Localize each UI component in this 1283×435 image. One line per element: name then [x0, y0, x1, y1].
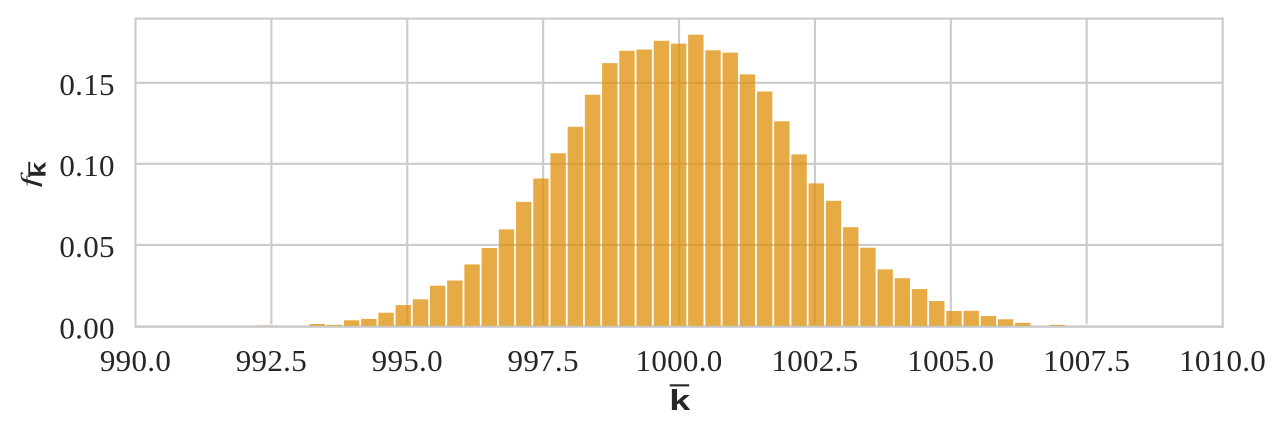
- svg-text:k: k: [669, 385, 690, 417]
- svg-text:0.00: 0.00: [59, 310, 114, 345]
- svg-text:0.10: 0.10: [59, 148, 114, 183]
- svg-text:1005.0: 1005.0: [907, 343, 994, 378]
- svg-text:997.5: 997.5: [508, 343, 579, 378]
- svg-text:995.0: 995.0: [372, 343, 443, 378]
- svg-text:1000.0: 1000.0: [636, 343, 723, 378]
- svg-text:1002.5: 1002.5: [771, 343, 858, 378]
- svg-text:1007.5: 1007.5: [1043, 343, 1130, 378]
- svg-text:k: k: [27, 162, 51, 178]
- svg-text:0.05: 0.05: [59, 229, 114, 264]
- svg-text:0.15: 0.15: [59, 67, 114, 102]
- svg-text:990.0: 990.0: [100, 343, 171, 378]
- svg-text:1010.0: 1010.0: [1179, 343, 1266, 378]
- svg-text:992.5: 992.5: [236, 343, 307, 378]
